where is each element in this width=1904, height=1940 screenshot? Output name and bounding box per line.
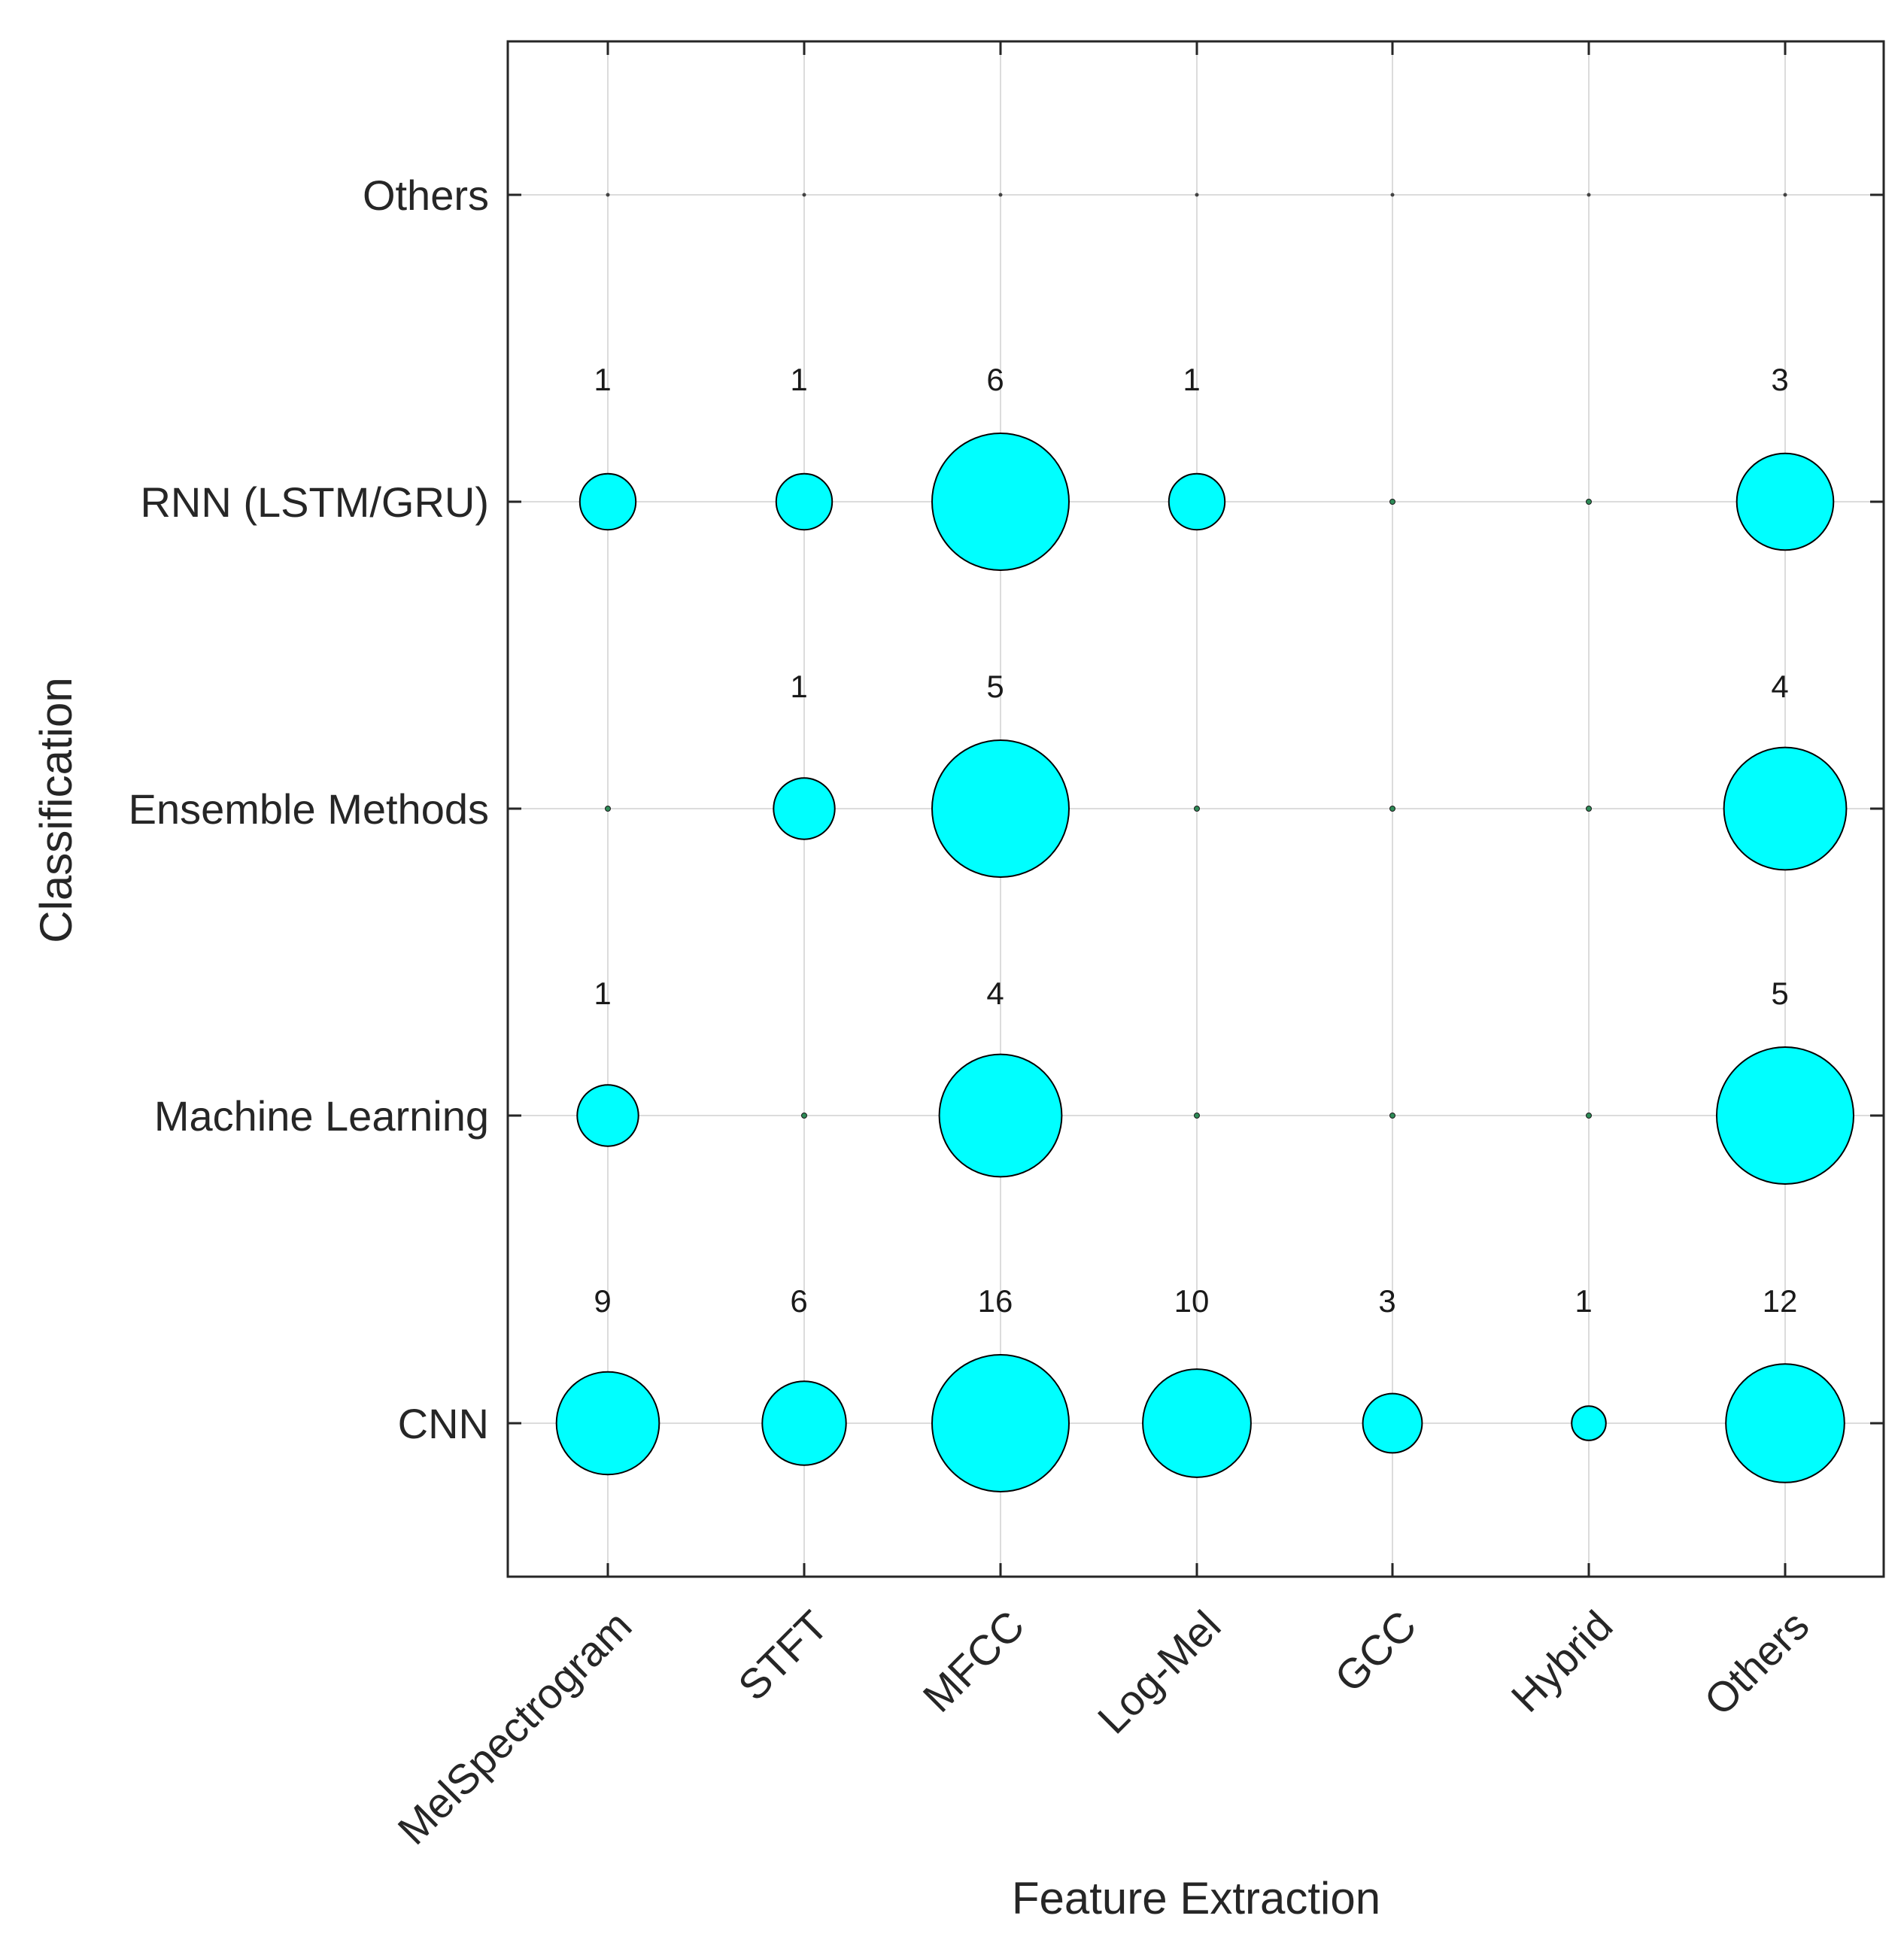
bubble-count-label: 1 [594,976,611,1011]
bubble-empty [1586,806,1592,812]
bubble-count-label: 1 [790,362,807,397]
bubble-empty [998,193,1003,197]
bubble-empty [1389,806,1395,812]
y-tick-label: Ensemble Methods [129,785,489,833]
bubbles [555,193,1854,1492]
bubble-empty [1586,1113,1592,1119]
y-tick-labels: CNN Machine Learning Ensemble Methods RNN (… [129,172,489,1447]
bubble-count-label: 10 [1174,1283,1210,1319]
bubble-count-label: 4 [1771,669,1788,704]
bubble-empty [1194,806,1200,812]
y-tick-label: RNN (LSTM/GRU) [140,478,489,526]
x-axis-title: Feature Extraction [1012,1873,1380,1923]
bubble-empty [605,806,611,812]
bubble [1168,472,1226,531]
bubble-empty [802,193,806,197]
bubble-empty [1783,193,1787,197]
bubble [761,1380,847,1466]
bubble-empty [1389,1113,1395,1119]
bubble [1725,1363,1845,1483]
bubble-count-label: 4 [986,976,1004,1011]
bubble [576,1084,639,1147]
y-axis-title: Classification [31,677,81,943]
count-labels: 9 6 16 10 3 1 121 4 51 5 41 1 6 1 3 [594,362,1797,1319]
bubble-count-label: 1 [1575,1283,1592,1319]
bubble [1723,746,1848,871]
bubble-count-label: 12 [1763,1283,1798,1319]
bubble-empty [1195,193,1199,197]
bubble [931,739,1070,878]
bubble-empty [801,1113,807,1119]
bubble-count-label: 6 [790,1283,807,1319]
bubble-empty [1587,193,1591,197]
bubble [1142,1368,1252,1478]
bubble [773,777,836,840]
bubble [1571,1405,1607,1441]
bubble-empty [1194,1113,1200,1119]
y-tick-label: CNN [398,1400,489,1447]
bubble-count-label: 1 [1183,362,1200,397]
bubble [578,472,637,531]
bubble-empty [1390,193,1395,197]
bubble [931,433,1070,571]
bubble [775,472,834,531]
bubble [1716,1046,1854,1185]
bubble-empty [1586,499,1592,505]
bubble-empty [1389,499,1395,505]
bubble-count-label: 3 [1378,1283,1395,1319]
bubble-count-label: 16 [978,1283,1013,1319]
bubble-count-label: 3 [1771,362,1788,397]
bubble-empty [606,193,610,197]
bubble [1735,452,1835,551]
y-tick-label: Others [363,172,489,219]
bubble-count-label: 5 [986,669,1004,704]
bubble-count-label: 1 [594,362,611,397]
bubble-count-label: 9 [594,1283,611,1319]
bubble [938,1053,1063,1178]
bubble-count-label: 5 [1771,976,1788,1011]
bubble-count-label: 1 [790,669,807,704]
axis-ticks [508,41,1884,1577]
bubble [555,1371,660,1476]
bubble [1362,1392,1423,1454]
bubble [931,1354,1070,1492]
bubble-count-label: 6 [986,362,1004,397]
y-tick-label: Machine Learning [154,1092,489,1140]
